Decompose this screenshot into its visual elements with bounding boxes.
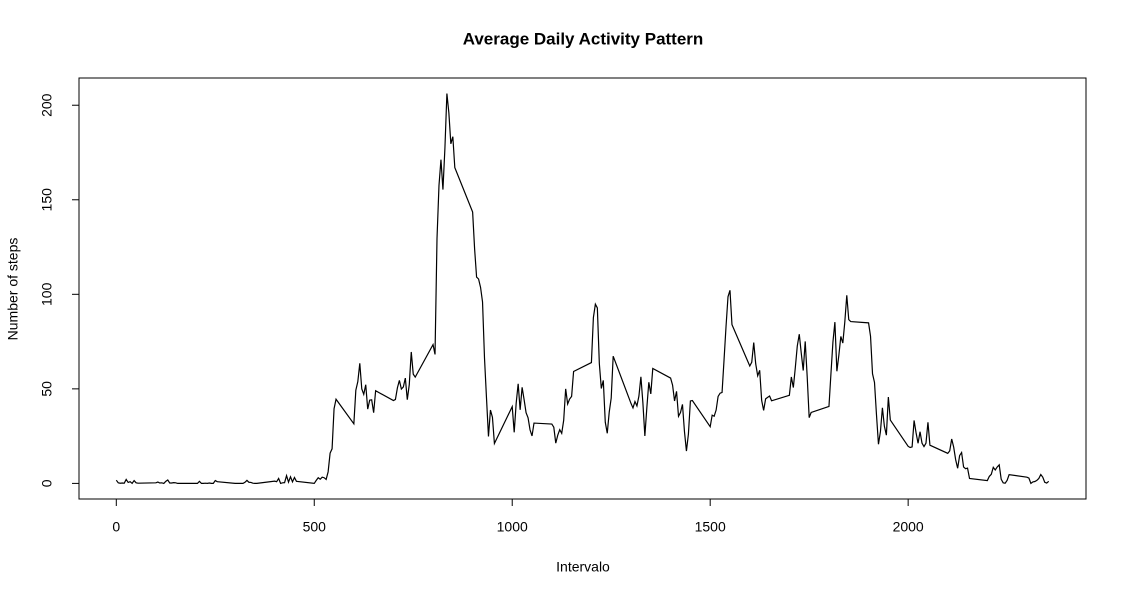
y-tick-label: 0 [39, 479, 55, 487]
x-tick-label: 2000 [893, 519, 924, 535]
x-tick-label: 500 [303, 519, 327, 535]
x-tick-label: 0 [112, 519, 120, 535]
y-tick-label: 200 [39, 93, 55, 117]
y-tick-label: 100 [39, 282, 55, 306]
plot-frame [78, 77, 1087, 500]
x-tick-label: 1000 [497, 519, 528, 535]
y-tick-label: 50 [39, 381, 55, 397]
x-tick-label: 1500 [695, 519, 726, 535]
y-tick-label: 150 [39, 188, 55, 212]
x-axis-label: Intervalo [556, 559, 610, 575]
data-line [115, 93, 1050, 485]
chart-title: Average Daily Activity Pattern [463, 29, 704, 48]
y-axis-label: Number of steps [5, 238, 21, 341]
